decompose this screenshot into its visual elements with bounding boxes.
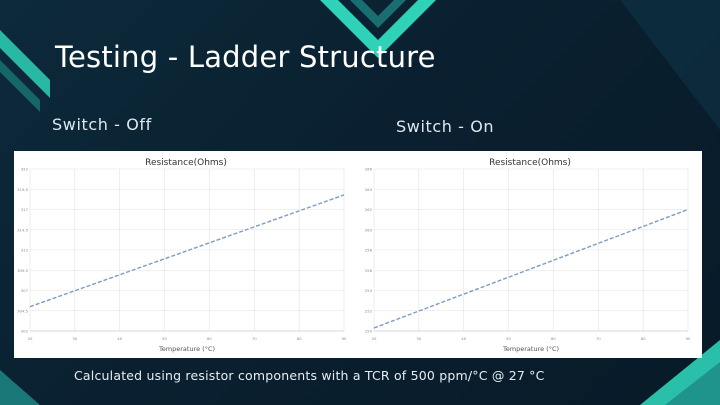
- chart-label-switch-on: Switch - On: [396, 117, 495, 136]
- right-triangle-decoration: [620, 0, 720, 130]
- y-tick-label: 309.5: [17, 268, 28, 273]
- y-tick-label: 319.5: [17, 187, 28, 192]
- x-tick-label: 30: [416, 336, 421, 341]
- y-tick-label: 256: [365, 268, 373, 273]
- x-axis-label: Temperature (°C): [502, 345, 559, 353]
- y-tick-label: 266: [365, 167, 373, 172]
- left-stripes-decoration: [0, 30, 50, 112]
- x-tick-label: 90: [342, 336, 347, 341]
- chart-title: Resistance(Ohms): [145, 158, 227, 168]
- chart-switch-off-svg: Resistance(Ohms) 302 304.5 307 309.5 312 314.5…: [17, 158, 347, 353]
- x-tick-label: 30: [72, 336, 77, 341]
- x-tick-label: 60: [207, 336, 212, 341]
- x-tick-label: 90: [686, 336, 691, 341]
- y-tick-label: 304.5: [17, 308, 28, 313]
- x-tick-label: 40: [461, 336, 466, 341]
- x-tick-label: 20: [28, 336, 33, 341]
- slide-footer-note: Calculated using resistor components wit…: [74, 368, 545, 383]
- y-tick-label: 264: [365, 187, 373, 192]
- y-tick-label: 312: [21, 248, 29, 253]
- x-tick-label: 70: [252, 336, 257, 341]
- slide-title: Testing - Ladder Structure: [55, 40, 436, 74]
- chart-switch-on: Resistance(Ohms) 250 252 254 256 258 260 262 264…: [358, 151, 702, 358]
- y-tick-label: 307: [21, 288, 29, 293]
- series-line: [29, 194, 345, 308]
- y-tick-label: 322: [21, 167, 29, 172]
- x-tick-label: 80: [641, 336, 646, 341]
- y-tick-label: 258: [365, 248, 373, 253]
- x-tick-label: 50: [162, 336, 167, 341]
- bottom-left-triangle-decoration: [0, 370, 40, 405]
- y-tick-label: 262: [365, 207, 373, 212]
- chart-title: Resistance(Ohms): [489, 158, 571, 168]
- x-tick-label: 60: [551, 336, 556, 341]
- y-tick-label: 260: [365, 227, 373, 232]
- y-tick-label: 314.5: [17, 227, 28, 232]
- chart-switch-off: Resistance(Ohms) 302 304.5 307 309.5 312 314.5…: [14, 151, 358, 358]
- y-tick-label: 250: [365, 329, 373, 334]
- x-tick-label: 40: [117, 336, 122, 341]
- x-tick-label: 70: [596, 336, 601, 341]
- x-tick-label: 20: [372, 336, 377, 341]
- y-tick-label: 302: [21, 329, 29, 334]
- y-tick-label: 317: [21, 207, 29, 212]
- chart-label-switch-off: Switch - Off: [52, 115, 152, 134]
- x-tick-label: 80: [297, 336, 302, 341]
- y-tick-label: 254: [365, 288, 373, 293]
- x-tick-label: 50: [506, 336, 511, 341]
- chart-switch-on-svg: Resistance(Ohms) 250 252 254 256 258 260 262 264…: [365, 158, 691, 353]
- series-line: [373, 208, 689, 329]
- y-tick-label: 252: [365, 308, 373, 313]
- x-axis-label: Temperature (°C): [158, 345, 215, 353]
